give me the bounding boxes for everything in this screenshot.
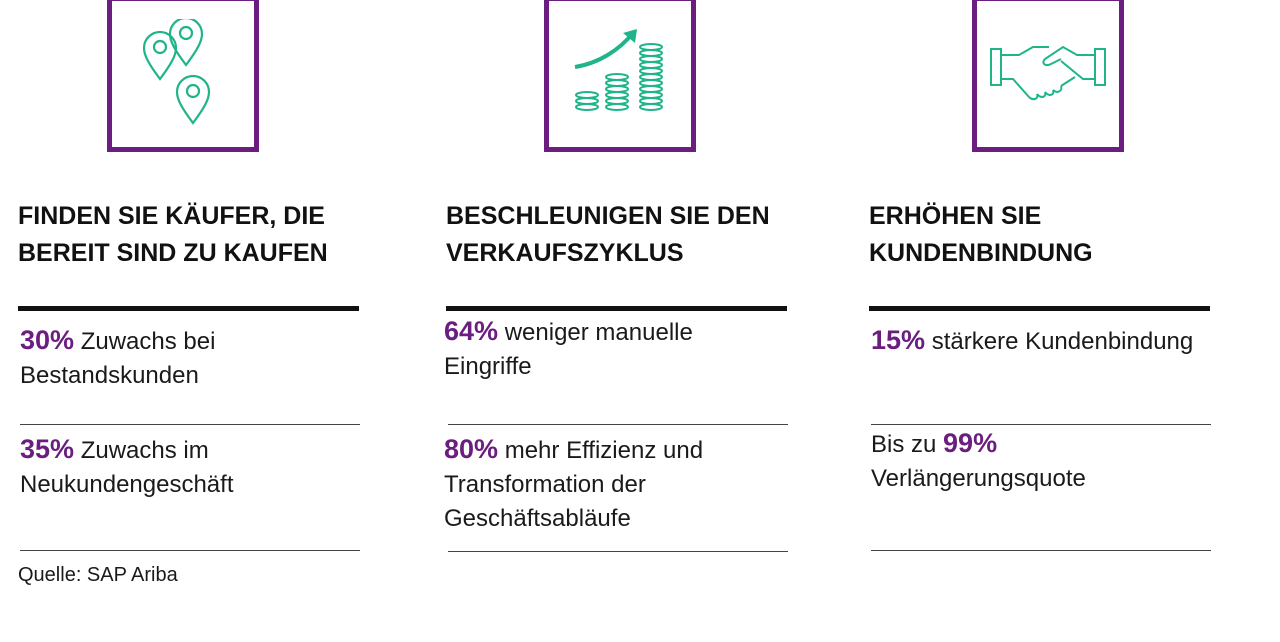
stat-percent: 99% [943,428,998,458]
heading-find-buyers: FINDEN SIE KÄUFER, DIE BEREIT SIND ZU KA… [18,202,328,267]
stat-divider [448,551,788,552]
stat-text: weniger manuelle Eingriffe [444,319,693,380]
stat-divider [871,550,1211,551]
source-note: Quelle: SAP Ariba [18,564,178,586]
stat-percent: 64% [444,316,499,346]
stat-divider [448,424,788,425]
stat-text: Verlängerungsquote [871,465,1086,492]
stat-text: Zuwachs bei Bestandskunden [20,328,216,389]
heading-divider [869,306,1210,311]
coin-stack-medium [605,73,629,111]
stat-text: stärkere Kundenbindung [925,328,1194,355]
icon-frame-retention [972,0,1124,152]
stat-manual-interventions: 64% weniger manuelle Eingriffe [444,314,774,384]
stat-efficiency: 80% mehr Effizienz und Transformation de… [444,432,774,536]
icon-frame-sales-cycle [544,0,696,152]
stat-divider [20,424,360,425]
stat-existing-customers: 30% Zuwachs bei Bestandskunden [20,323,350,393]
stat-divider [20,550,360,551]
stat-text: mehr Effizienz und Transformation der Ge… [444,437,704,532]
stat-percent: 80% [444,434,499,464]
stat-new-business: 35% Zuwachs im Neukundengeschäft [20,432,350,502]
map-pins-icon [142,19,211,125]
growth-coins-icon [574,29,663,111]
heading-sales-cycle: BESCHLEUNIGEN SIE DEN VERKAUFSZYKLUS [446,202,770,267]
heading-divider [18,306,359,311]
stat-renewal-rate: Bis zu 99% Verlängerungsquote [871,426,1201,496]
stat-text: Zuwachs im Neukundengeschäft [20,437,234,498]
icon-frame-find-buyers [107,0,259,152]
coin-stack-small [575,91,599,111]
heading-divider [446,306,787,311]
stat-percent: 35% [20,434,75,464]
stat-retention: 15% stärkere Kundenbindung [871,323,1271,359]
coin-stack-large [639,43,663,111]
stat-prefix: Bis zu [871,431,944,458]
handshake-icon [990,45,1106,101]
stat-divider [871,424,1211,425]
heading-retention: ERHÖHEN SIE KUNDENBINDUNG [869,202,1093,267]
stat-percent: 30% [20,325,75,355]
stat-percent: 15% [871,325,926,355]
